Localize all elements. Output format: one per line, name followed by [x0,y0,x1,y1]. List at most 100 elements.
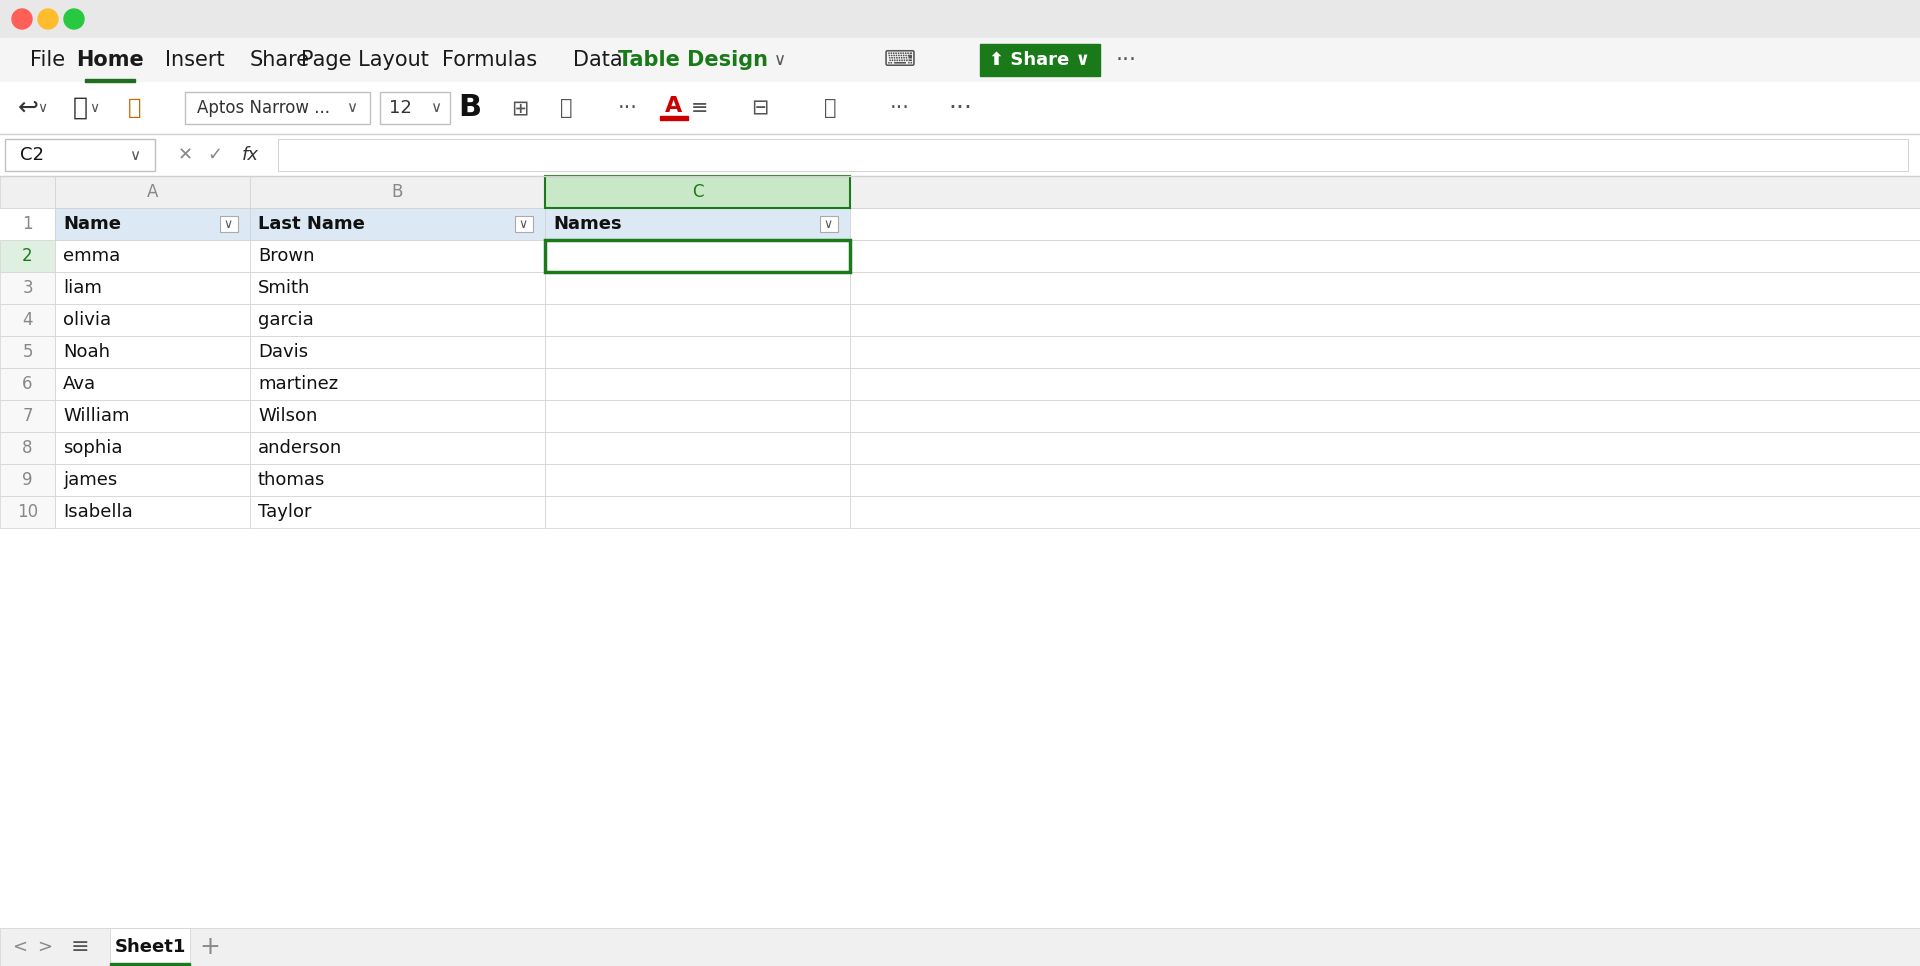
Text: 3: 3 [23,279,33,297]
Bar [0,400,56,432]
Bar [250,304,545,336]
Bar [6,139,156,171]
Text: ∨: ∨ [346,100,357,116]
Text: emma: emma [63,247,121,265]
Bar [851,464,1920,496]
Text: ⬆ Share ∨: ⬆ Share ∨ [989,51,1091,69]
Text: A: A [146,183,157,201]
Bar [545,208,851,240]
Bar [851,208,1920,240]
Text: ≡: ≡ [71,937,90,957]
Text: Sheet1: Sheet1 [115,938,186,956]
Bar [278,139,1908,171]
Bar [979,44,1100,76]
Text: Home: Home [77,50,144,70]
Text: garcia: garcia [257,311,313,329]
Bar [56,432,250,464]
Text: ⌨: ⌨ [883,50,916,70]
Text: 1: 1 [23,215,33,233]
Bar [84,79,134,82]
Bar [0,304,56,336]
Bar [56,336,250,368]
Text: ∨: ∨ [774,51,785,69]
Text: 🖌: 🖌 [129,98,142,118]
Bar [545,496,851,528]
Text: ∨: ∨ [88,101,100,115]
Bar [851,496,1920,528]
Text: ≡: ≡ [691,98,708,118]
Text: Smith: Smith [257,279,311,297]
Bar [0,368,56,400]
Bar [250,240,545,272]
Bar [851,240,1920,272]
Text: ∨: ∨ [223,217,232,231]
Text: Page Layout: Page Layout [301,50,428,70]
Bar [0,134,1920,176]
Text: ↩: ↩ [17,96,38,120]
Bar [0,176,56,208]
Bar [851,336,1920,368]
Bar [545,336,851,368]
Text: ∨: ∨ [824,217,833,231]
Bar [545,368,851,400]
Text: Formulas: Formulas [442,50,538,70]
Bar [0,0,1920,38]
Bar [250,208,545,240]
Bar [0,496,56,528]
Circle shape [38,9,58,29]
Text: ⬛: ⬛ [561,98,572,118]
Text: 2: 2 [23,247,33,265]
Bar [851,432,1920,464]
Text: ✓: ✓ [207,146,223,164]
Bar [851,176,1920,208]
Bar [0,176,1920,966]
Text: 10: 10 [17,503,38,521]
Text: C2: C2 [19,146,44,164]
Text: james: james [63,471,117,489]
Text: liam: liam [63,279,102,297]
Text: 4: 4 [23,311,33,329]
Bar [56,208,1649,240]
Text: ⊟: ⊟ [751,98,768,118]
Bar [0,272,56,304]
Bar [56,304,250,336]
Text: Ava: Ava [63,375,96,393]
Text: ⚹: ⚹ [824,98,837,118]
Text: 6: 6 [23,375,33,393]
Text: ∨: ∨ [518,217,528,231]
Bar [851,368,1920,400]
Bar [250,496,545,528]
Bar [660,116,687,120]
Text: Brown: Brown [257,247,315,265]
Text: Name: Name [63,215,121,233]
Bar [851,304,1920,336]
Text: 5: 5 [23,343,33,361]
Text: +: + [200,935,221,959]
Text: >: > [38,938,52,956]
Bar [250,176,545,208]
Bar [545,304,851,336]
Bar [545,432,851,464]
Text: Wilson: Wilson [257,407,317,425]
Text: Share: Share [250,50,309,70]
Bar [109,963,190,966]
Text: martinez: martinez [257,375,338,393]
Text: ···: ··· [618,98,637,118]
Text: ⊞: ⊞ [511,98,528,118]
Text: William: William [63,407,129,425]
Bar [0,464,56,496]
Text: 8: 8 [23,439,33,457]
Text: C: C [691,183,703,201]
Bar [545,400,851,432]
Bar [184,92,371,124]
Bar [0,82,1920,134]
Bar [0,240,56,272]
Text: Names: Names [553,215,622,233]
Text: Last Name: Last Name [257,215,365,233]
Text: 7: 7 [23,407,33,425]
Bar [545,272,851,304]
Bar [56,240,250,272]
Text: Noah: Noah [63,343,109,361]
Text: 9: 9 [23,471,33,489]
Text: Aptos Narrow ...: Aptos Narrow ... [198,99,330,117]
